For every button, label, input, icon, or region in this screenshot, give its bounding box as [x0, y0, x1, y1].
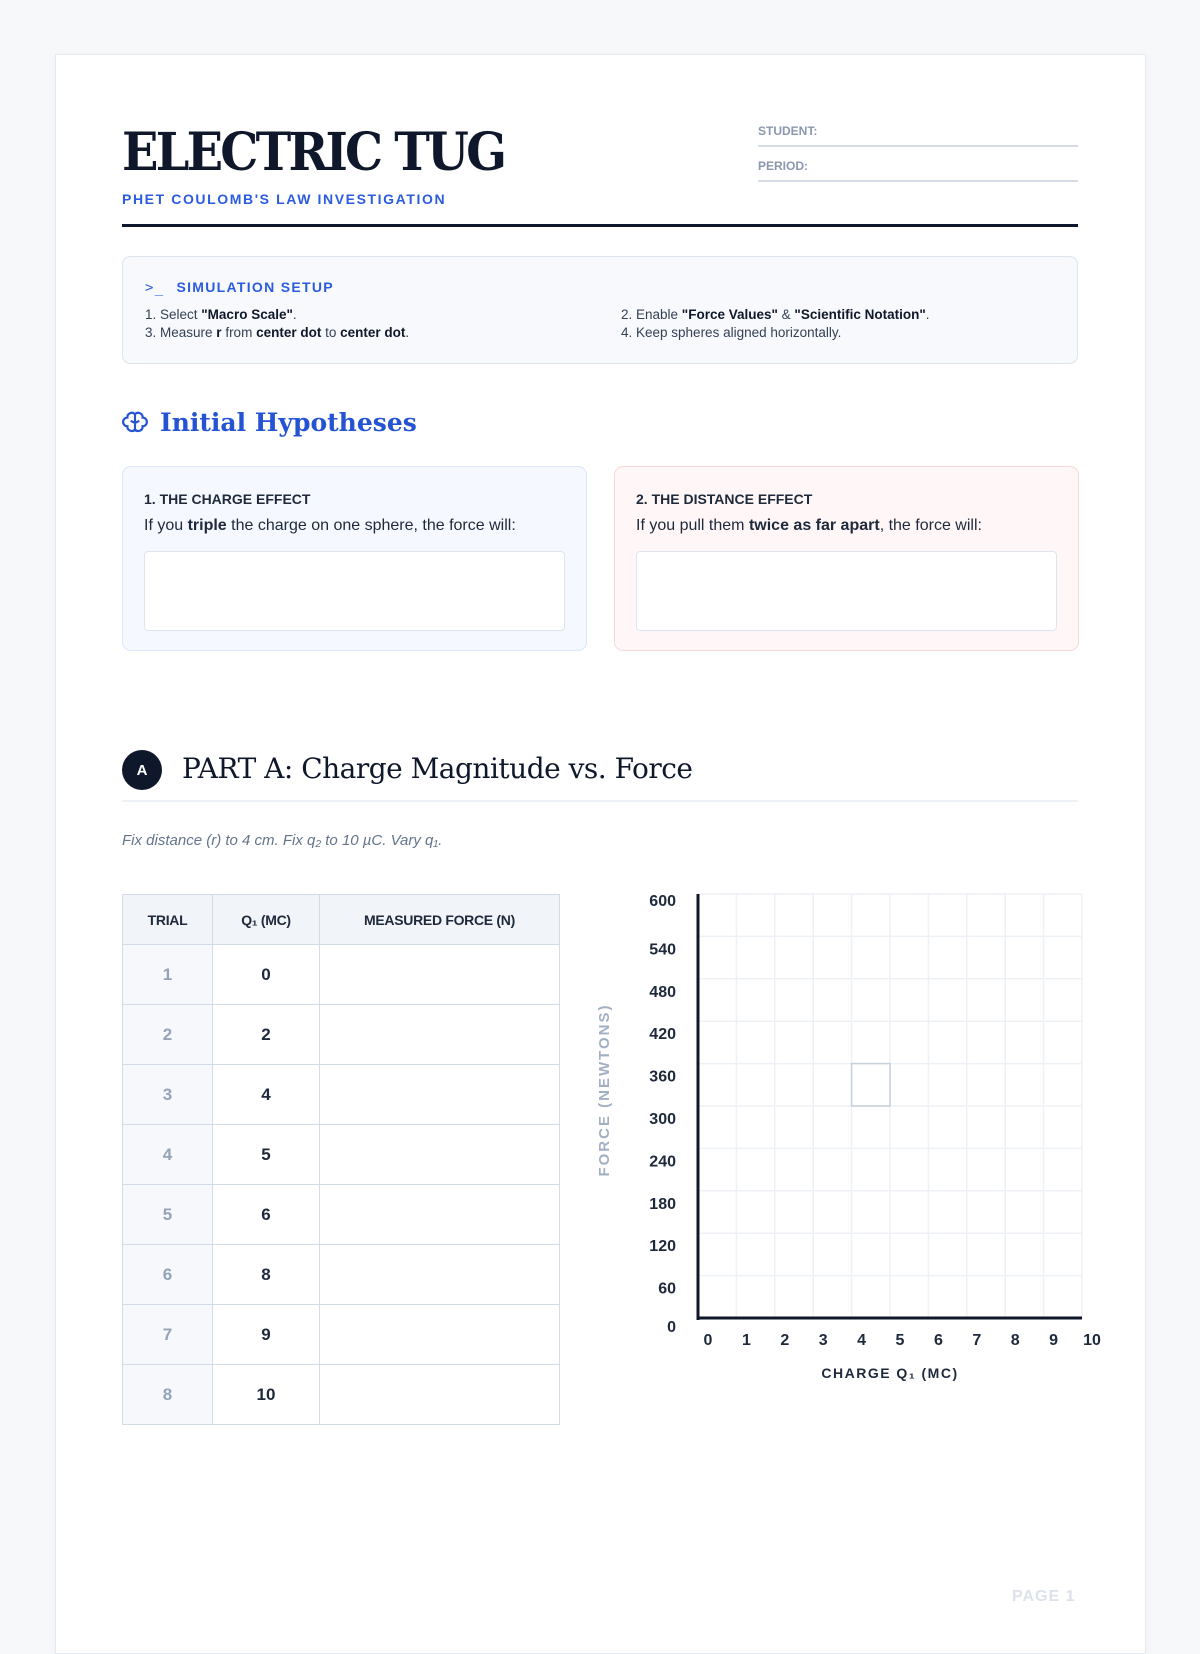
y-tick-label: 60	[658, 1281, 676, 1298]
x-tick-label: 7	[972, 1332, 981, 1349]
part-a-instructions: Fix distance (r) to 4 cm. Fix q₂ to 10 µ…	[122, 832, 443, 849]
highlight-cell	[850, 1062, 891, 1107]
period-label: PERIOD:	[758, 159, 809, 173]
trial-cell: 4	[122, 1124, 213, 1185]
x-tick-label: 4	[857, 1332, 866, 1349]
page-subtitle: PHET COULOMB'S LAW INVESTIGATION	[122, 191, 447, 207]
y-tick-label: 0	[667, 1319, 676, 1336]
x-tick-label: 10	[1083, 1332, 1101, 1349]
charge-cell: 0	[212, 944, 320, 1005]
part-divider	[122, 800, 1078, 802]
force-input-cell[interactable]	[319, 1004, 560, 1065]
y-tick-label: 300	[649, 1111, 676, 1128]
setup-step: 1. Select "Macro Scale".	[145, 307, 297, 322]
charge-cell: 9	[212, 1304, 320, 1365]
force-input-cell[interactable]	[319, 944, 560, 1005]
setup-heading: SIMULATION SETUP	[176, 279, 334, 295]
trial-cell: 7	[122, 1304, 213, 1365]
setup-step: 3. Measure r from center dot to center d…	[145, 325, 410, 340]
hypothesis-label: 2. THE DISTANCE EFFECT	[636, 491, 813, 507]
part-a-title: PART A: Charge Magnitude vs. Force	[182, 752, 693, 785]
y-tick-label: 240	[649, 1153, 676, 1170]
student-label: STUDENT:	[758, 124, 818, 138]
trial-cell: 1	[122, 944, 213, 1005]
x-tick-label: 9	[1049, 1332, 1058, 1349]
student-field[interactable]: STUDENT:	[758, 124, 1078, 147]
x-tick-label: 2	[780, 1332, 789, 1349]
page-title: ELECTRIC TUG	[122, 122, 507, 183]
y-tick-label: 120	[649, 1238, 676, 1255]
simulation-setup-box: >_ SIMULATION SETUP 1. Select "Macro Scal…	[122, 256, 1078, 364]
force-input-cell[interactable]	[319, 1304, 560, 1365]
hypothesis-question: If you pull them twice as far apart, the…	[636, 517, 982, 534]
page-number: PAGE 1	[1012, 1588, 1076, 1605]
force-input-cell[interactable]	[319, 1064, 560, 1125]
setup-step: 4. Keep spheres aligned horizontally.	[621, 325, 842, 340]
force-input-cell[interactable]	[319, 1184, 560, 1245]
charge-cell: 2	[212, 1004, 320, 1065]
hypothesis-question: If you triple the charge on one sphere, …	[144, 517, 516, 534]
force-input-cell[interactable]	[319, 1124, 560, 1185]
trial-cell: 8	[122, 1364, 213, 1425]
column-header: TRIAL	[122, 894, 213, 945]
trial-cell: 5	[122, 1184, 213, 1245]
x-tick-label: 3	[819, 1332, 828, 1349]
force-input-cell[interactable]	[319, 1364, 560, 1425]
charge-cell: 10	[212, 1364, 320, 1425]
x-tick-label: 5	[896, 1332, 905, 1349]
charge-cell: 4	[212, 1064, 320, 1125]
x-tick-label: 1	[742, 1332, 751, 1349]
setup-step: 2. Enable "Force Values" & "Scientific N…	[621, 307, 930, 322]
column-header: Q₁ (MC)	[212, 894, 320, 945]
trial-cell: 3	[122, 1064, 213, 1125]
y-tick-label: 540	[649, 941, 676, 958]
y-tick-label: 360	[649, 1069, 676, 1086]
y-tick-label: 180	[649, 1196, 676, 1213]
column-header: MEASURED FORCE (N)	[319, 894, 560, 945]
period-field[interactable]: PERIOD:	[758, 159, 1078, 182]
x-tick-label: 6	[934, 1332, 943, 1349]
trial-cell: 6	[122, 1244, 213, 1305]
x-axis-label: CHARGE Q₁ (MC)	[821, 1365, 958, 1381]
hypothesis-charge-card: 1. THE CHARGE EFFECT If you triple the c…	[122, 466, 587, 651]
y-tick-label: 480	[649, 984, 676, 1001]
charge-cell: 6	[212, 1184, 320, 1245]
hypothesis-answer-input[interactable]	[144, 551, 565, 631]
hypotheses-heading: Initial Hypotheses	[122, 408, 417, 437]
y-axis-label: FORCE (NEWTONS)	[596, 1003, 613, 1176]
hypothesis-label: 1. THE CHARGE EFFECT	[144, 491, 311, 507]
hypothesis-answer-input[interactable]	[636, 551, 1057, 631]
charge-cell: 8	[212, 1244, 320, 1305]
force-input-cell[interactable]	[319, 1244, 560, 1305]
brain-icon	[122, 411, 148, 432]
y-tick-label: 420	[649, 1026, 676, 1043]
force-chart: 0 1 2 3 4 5 6 7 8 9 10 0 60 120 180 240 300 360 420 480 540 6…	[596, 893, 1101, 1381]
table-row: 8 10	[122, 1364, 560, 1425]
x-tick-label: 8	[1011, 1332, 1020, 1349]
terminal-icon: >_	[145, 280, 165, 296]
y-tick-label: 600	[649, 893, 676, 910]
charge-cell: 5	[212, 1124, 320, 1185]
header-divider	[122, 224, 1078, 227]
x-tick-label: 0	[704, 1332, 713, 1349]
hypothesis-distance-card: 2. THE DISTANCE EFFECT If you pull them …	[614, 466, 1079, 651]
trial-cell: 2	[122, 1004, 213, 1065]
part-badge: A	[122, 750, 162, 790]
